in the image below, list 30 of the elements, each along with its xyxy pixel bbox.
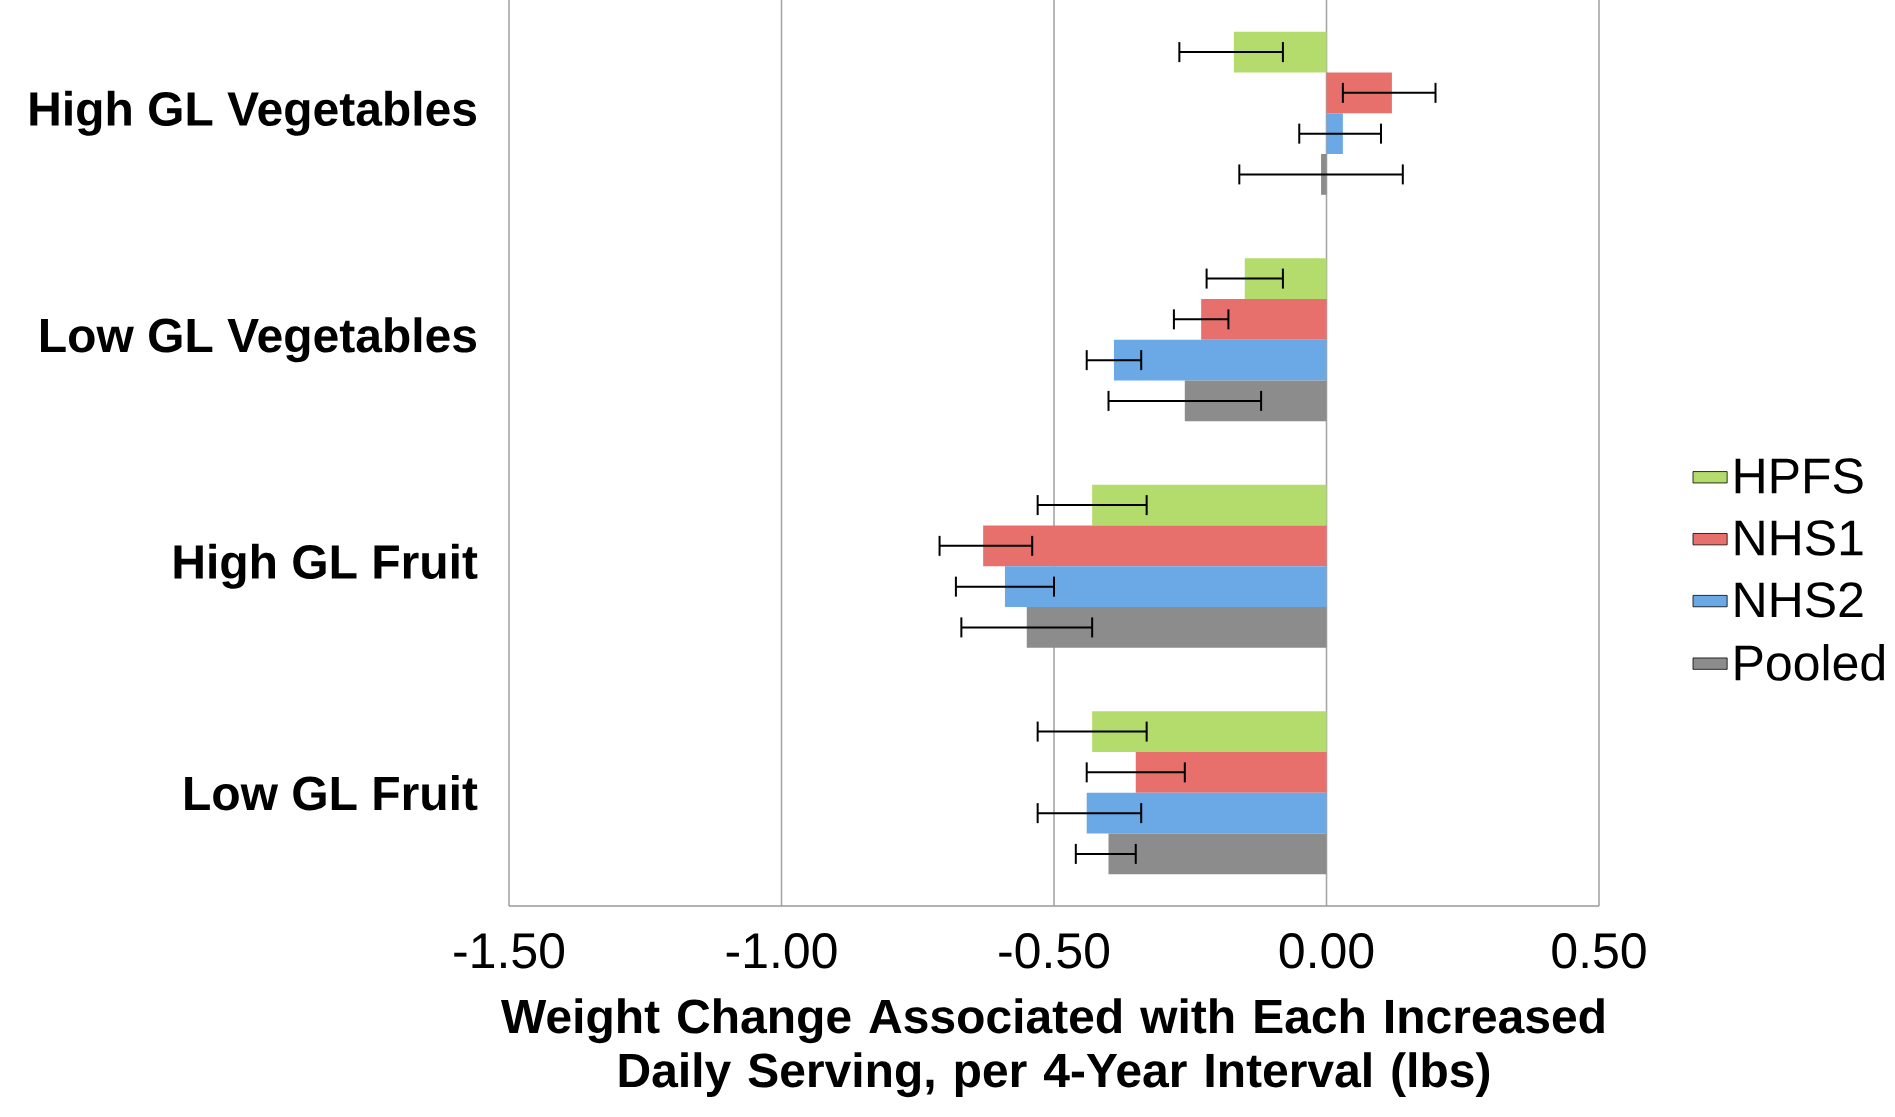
x-tick-label: -0.50 (999, 933, 1110, 969)
legend-label: Pooled (1735, 644, 1884, 681)
bar (1233, 31, 1327, 73)
bar (1092, 484, 1327, 526)
y-tick-label: High GL Vegetables (30, 90, 476, 136)
x-tick-label: 0.00 (1279, 933, 1374, 969)
bar (1004, 566, 1327, 608)
x-axis-title: Weight Change Associated with Each Increased Daily Serving, per 4-Year Interval (lbs) (501, 998, 1604, 1098)
x-tick-label: 0.50 (1552, 933, 1646, 969)
bar (1184, 380, 1327, 422)
bar (1244, 258, 1327, 299)
bar (1201, 298, 1327, 340)
x-tick-label: -1.50 (454, 933, 565, 969)
bar (1326, 72, 1392, 114)
bar (1326, 113, 1343, 155)
y-tick-label: Low GL Vegetables (41, 317, 477, 363)
x-tick-label: -1.00 (726, 933, 837, 969)
legend-label: NHS1 (1735, 520, 1863, 556)
bar (1026, 607, 1327, 648)
legend-label: HPFS (1735, 458, 1863, 494)
bar (983, 525, 1327, 567)
bar (1086, 792, 1327, 834)
bar (1113, 339, 1327, 381)
y-tick-label: High GL Fruit (174, 543, 478, 589)
legend-label: NHS2 (1735, 582, 1863, 618)
bar (1321, 154, 1327, 195)
bar (1092, 711, 1327, 752)
bar (1108, 833, 1327, 875)
bar (1135, 751, 1327, 793)
y-tick-label: Low GL Fruit (185, 775, 478, 811)
